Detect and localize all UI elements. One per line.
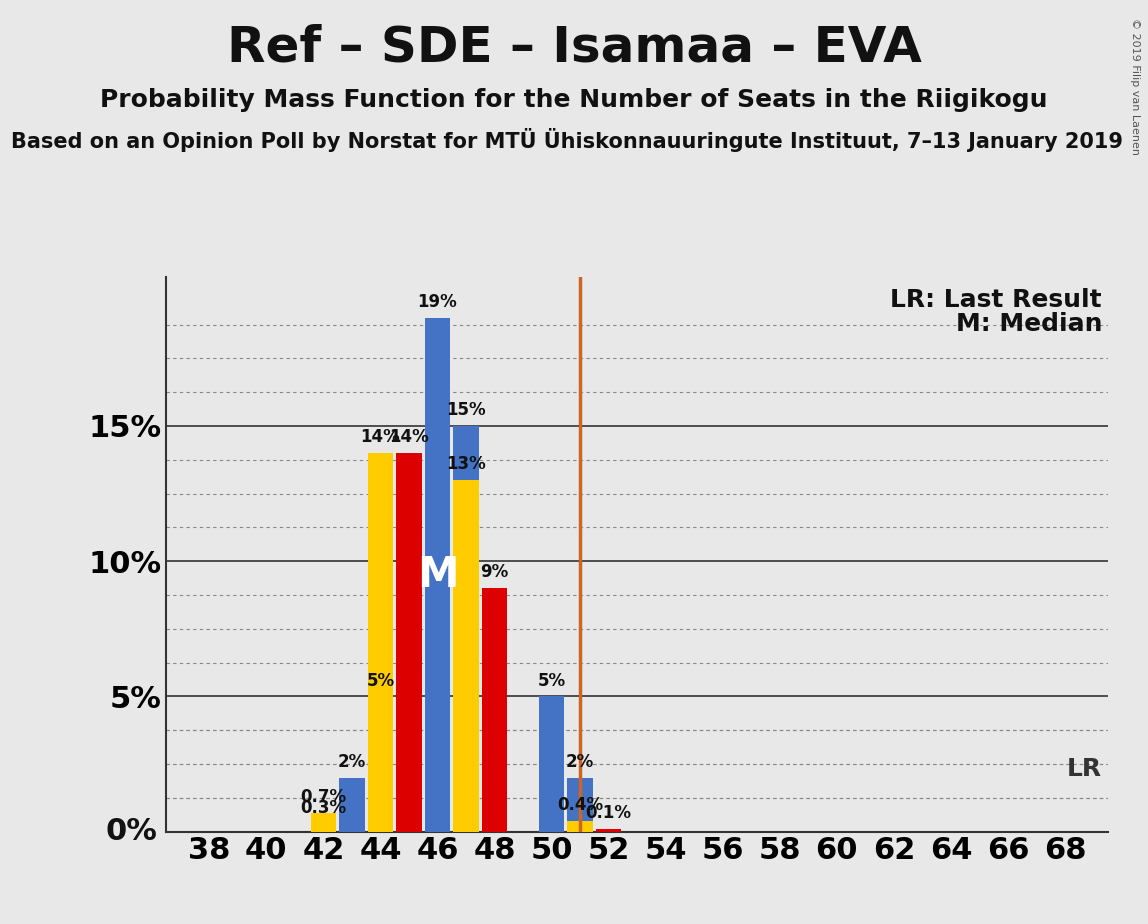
Text: 0.4%: 0.4%: [557, 796, 603, 814]
Text: 0.7%: 0.7%: [301, 788, 347, 806]
Bar: [339, 777, 365, 832]
Text: Probability Mass Function for the Number of Seats in the Riigikogu: Probability Mass Function for the Number…: [100, 88, 1048, 112]
Bar: [453, 426, 479, 832]
Bar: [310, 823, 336, 832]
Text: 13%: 13%: [447, 456, 486, 473]
Text: 2%: 2%: [338, 753, 366, 771]
Text: 14%: 14%: [389, 428, 429, 446]
Text: M: M: [417, 553, 458, 596]
Text: 0.1%: 0.1%: [585, 804, 631, 822]
Text: 2%: 2%: [566, 753, 595, 771]
Bar: [425, 318, 450, 832]
Text: © 2019 Filip van Laenen: © 2019 Filip van Laenen: [1130, 18, 1140, 155]
Bar: [567, 821, 592, 832]
Text: 15%: 15%: [447, 401, 486, 419]
Text: Based on an Opinion Poll by Norstat for MTÜ Ühiskonnauuringute Instituut, 7–13 J: Based on an Opinion Poll by Norstat for …: [11, 128, 1124, 152]
Bar: [367, 697, 394, 832]
Bar: [310, 813, 336, 832]
Text: 5%: 5%: [366, 672, 395, 689]
Bar: [482, 589, 507, 832]
Text: 19%: 19%: [418, 293, 457, 311]
Text: Ref – SDE – Isamaa – EVA: Ref – SDE – Isamaa – EVA: [226, 23, 922, 71]
Text: 0.3%: 0.3%: [301, 798, 347, 817]
Text: M: Median: M: Median: [955, 312, 1102, 336]
Bar: [567, 777, 592, 832]
Bar: [538, 697, 565, 832]
Bar: [453, 480, 479, 832]
Text: 0%: 0%: [106, 817, 157, 846]
Text: 9%: 9%: [480, 564, 509, 581]
Text: 5%: 5%: [537, 672, 566, 689]
Text: LR: LR: [1066, 758, 1102, 782]
Text: LR: Last Result: LR: Last Result: [891, 288, 1102, 312]
Text: 14%: 14%: [360, 428, 401, 446]
Bar: [596, 829, 621, 832]
Bar: [396, 453, 421, 832]
Bar: [367, 453, 394, 832]
